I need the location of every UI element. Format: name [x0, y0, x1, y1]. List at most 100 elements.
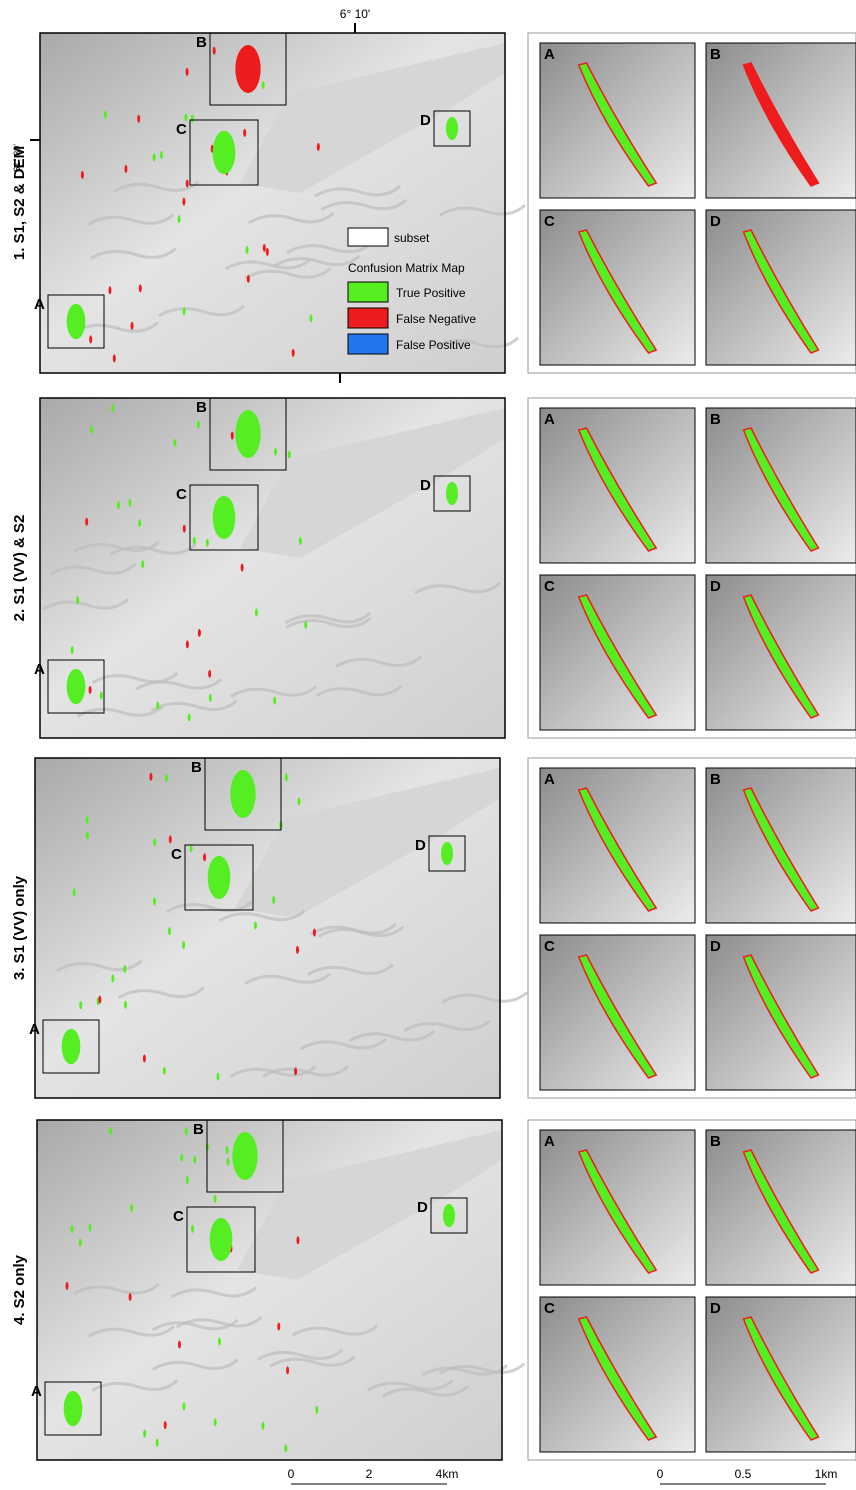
scale-label: 0 [657, 1467, 664, 1481]
landslide [441, 842, 453, 865]
landslide [285, 773, 288, 781]
landslide [123, 965, 126, 973]
landslide [76, 596, 79, 604]
subset-letter: A [544, 771, 555, 788]
legend-title: Confusion Matrix Map [348, 261, 465, 275]
landslide [124, 1001, 127, 1009]
landslide [168, 927, 171, 935]
landslide [288, 451, 291, 459]
landslide [100, 692, 103, 700]
subset-letter: B [193, 1121, 204, 1138]
landslide [124, 165, 127, 173]
landslide [206, 539, 209, 547]
landslide [62, 1029, 81, 1064]
landslide [230, 770, 255, 818]
landslide [153, 153, 156, 161]
landslide [263, 244, 266, 252]
landslide [90, 426, 93, 434]
subset-letter: C [176, 121, 187, 138]
landslide [137, 115, 140, 123]
landslide [129, 1293, 132, 1301]
landslide [88, 1224, 91, 1232]
landslide [309, 314, 312, 322]
landslide [79, 1239, 82, 1247]
subset-letter: B [710, 1133, 721, 1150]
landslide [304, 621, 307, 629]
legend-swatch [348, 334, 388, 354]
landslide [317, 143, 320, 151]
landslide [67, 304, 86, 339]
landslide [143, 1054, 146, 1062]
landslide [446, 482, 458, 505]
subset-letter: D [710, 213, 721, 230]
legend-swatch [348, 282, 388, 302]
landslide [186, 180, 189, 188]
landslide [185, 1127, 188, 1135]
landslide [86, 831, 89, 839]
landslide [131, 322, 134, 330]
landslide [193, 1156, 196, 1164]
landslide [298, 798, 301, 806]
subset-letter: C [544, 578, 555, 595]
landslide [284, 1444, 287, 1452]
landslide [183, 307, 186, 315]
landslide [296, 1236, 299, 1244]
subset-letter: C [544, 1300, 555, 1317]
landslide [262, 1422, 265, 1430]
landslide [89, 686, 92, 694]
landslide [109, 1127, 112, 1135]
landslide [235, 410, 260, 458]
landslide [197, 421, 200, 429]
landslide [296, 946, 299, 954]
landslide [186, 68, 189, 76]
landslide [117, 501, 120, 509]
landslide [255, 609, 258, 617]
landslide [277, 1323, 280, 1331]
landslide [208, 670, 211, 678]
subset-letter: C [171, 846, 182, 863]
landslide [180, 1154, 183, 1162]
subset-letter: D [420, 477, 431, 494]
subset-letter: D [710, 1300, 721, 1317]
landslide [111, 404, 114, 412]
subset-letter: A [544, 1133, 555, 1150]
landslide [73, 888, 76, 896]
landslide [443, 1204, 455, 1227]
landslide [160, 151, 163, 159]
landslide [213, 131, 236, 174]
landslide [182, 1402, 185, 1410]
landslide [235, 45, 260, 93]
subset-letter: A [34, 296, 45, 313]
landslide [272, 896, 275, 904]
landslide [138, 519, 141, 527]
subset-letter: C [544, 938, 555, 955]
landslide [246, 246, 249, 254]
legend-label: False Positive [396, 338, 471, 352]
landslide [89, 335, 92, 343]
landslide [210, 1218, 233, 1261]
landslide [213, 496, 236, 539]
subset-letter: A [31, 1383, 42, 1400]
row-label: 4. S2 only [11, 1254, 28, 1325]
landslide [173, 439, 176, 447]
landslide [64, 1391, 83, 1426]
scale-label: 0 [288, 1467, 295, 1481]
subset-letter: B [196, 34, 207, 51]
landslide [191, 115, 194, 123]
figure: 6° 10' 61° 30' 1. S1, S2 & DEMABCDABCD2.… [0, 0, 856, 1490]
landslide [85, 518, 88, 526]
landslide [294, 1067, 297, 1075]
subset-letter: B [710, 771, 721, 788]
landslide [111, 974, 114, 982]
landslide [209, 694, 212, 702]
subset-letter: C [173, 1208, 184, 1225]
landslide [273, 697, 276, 705]
landslide [208, 856, 231, 899]
landslide [67, 669, 86, 704]
landslide [247, 275, 250, 283]
landslide [266, 248, 269, 256]
landslide [214, 1195, 217, 1203]
subset-letter: A [544, 411, 555, 428]
subset-letter: D [415, 837, 426, 854]
landslide [139, 284, 142, 292]
